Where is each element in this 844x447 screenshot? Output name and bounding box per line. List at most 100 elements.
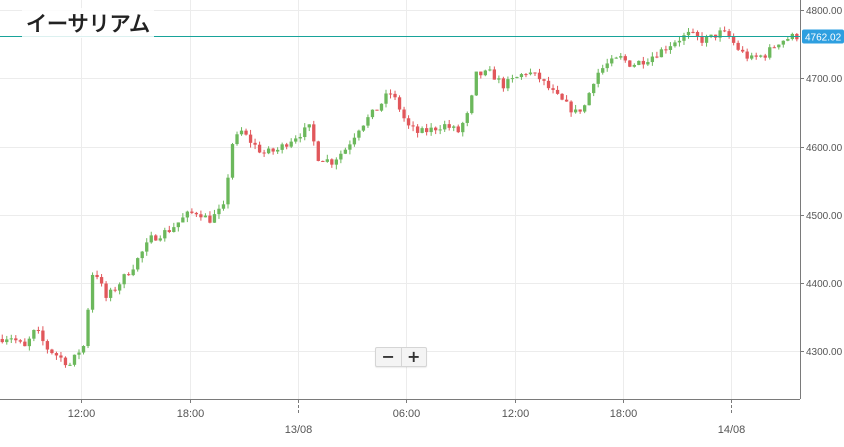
- candle-up: [221, 204, 226, 209]
- y-tick-label: 4600.00: [806, 143, 843, 154]
- candle-down: [628, 60, 632, 67]
- y-tick-label: 4500.00: [806, 211, 843, 222]
- candle-down: [41, 330, 45, 342]
- candle-up: [420, 128, 424, 133]
- candle-up: [108, 289, 113, 298]
- candle-up: [637, 60, 641, 65]
- candle-down: [578, 109, 582, 112]
- candle-down: [415, 126, 420, 133]
- candle-down: [763, 55, 767, 58]
- candle-up: [786, 39, 790, 41]
- candle-up: [682, 35, 686, 41]
- candle-up: [163, 230, 167, 239]
- candle-down: [655, 56, 659, 58]
- candle-up: [131, 269, 135, 276]
- candle-up: [384, 93, 388, 104]
- candle-up: [217, 208, 221, 215]
- candle-down: [393, 93, 397, 98]
- candle-up: [777, 44, 781, 48]
- candle-up: [379, 103, 384, 111]
- candle-up: [239, 130, 244, 135]
- candle-up: [90, 274, 95, 310]
- candle-up: [781, 40, 785, 45]
- candle-down: [199, 214, 203, 218]
- candle-down: [104, 283, 108, 298]
- candle-up: [596, 72, 600, 84]
- candle-down: [316, 141, 320, 161]
- candle-down: [388, 93, 393, 95]
- candle-up: [176, 222, 180, 228]
- x-tick-label: 13/08: [285, 424, 313, 436]
- candle-down: [330, 159, 334, 165]
- candle-up: [149, 235, 153, 243]
- candle-down: [691, 31, 695, 33]
- candle-down: [154, 235, 158, 241]
- x-tick-label: 18:00: [610, 408, 638, 420]
- candle-up: [673, 42, 677, 47]
- zoom-out-button[interactable]: −: [381, 347, 395, 366]
- candle-down: [244, 130, 248, 135]
- candle-up: [704, 37, 709, 43]
- candle-up: [136, 258, 140, 270]
- candle-down: [533, 72, 537, 74]
- candle-down: [262, 152, 266, 154]
- candle-up: [185, 211, 190, 218]
- candle-up: [718, 30, 722, 38]
- candle-down: [0, 338, 4, 343]
- candle-up: [81, 346, 86, 353]
- candle-up: [438, 129, 442, 131]
- candle-up: [465, 113, 469, 123]
- candle-down: [375, 109, 379, 111]
- y-tick-label: 4800.00: [806, 6, 843, 17]
- candle-down: [127, 274, 131, 276]
- zoom-in-button[interactable]: +: [400, 348, 427, 366]
- candle-up: [226, 177, 230, 205]
- candle-up: [361, 125, 366, 131]
- candle-down: [23, 341, 27, 347]
- candle-up: [452, 126, 456, 128]
- candle-up: [515, 77, 519, 79]
- candle-up: [650, 56, 655, 63]
- x-tick-label: 12:00: [68, 408, 96, 420]
- candle-down: [564, 99, 569, 102]
- candle-up: [325, 159, 329, 162]
- candle-down: [754, 55, 758, 57]
- candle-down: [248, 134, 253, 143]
- candle-down: [194, 212, 199, 215]
- candle-up: [461, 122, 465, 133]
- candle-up: [294, 138, 298, 142]
- candle-up: [203, 215, 208, 218]
- candle-up: [768, 47, 772, 58]
- candle-up: [9, 338, 13, 340]
- candle-up: [709, 34, 713, 38]
- candle-down: [285, 144, 289, 147]
- candle-down: [731, 37, 736, 43]
- candle-down: [99, 277, 104, 284]
- candle-up: [474, 71, 478, 96]
- candle-up: [510, 78, 515, 80]
- candle-up: [72, 354, 77, 365]
- candle-up: [77, 352, 81, 355]
- candle-up: [275, 149, 280, 152]
- candle-up: [528, 72, 533, 75]
- candle-up: [117, 284, 122, 291]
- candle-up: [497, 78, 501, 80]
- candle-up: [27, 338, 32, 347]
- candle-down: [479, 71, 483, 76]
- candle-up: [339, 153, 343, 160]
- candle-down: [551, 88, 555, 90]
- candle-up: [619, 56, 623, 58]
- candle-up: [158, 238, 162, 241]
- candle-up: [298, 137, 302, 139]
- candle-down: [36, 329, 41, 331]
- candle-down: [722, 30, 727, 32]
- candle-down: [411, 125, 415, 127]
- candle-down: [700, 36, 704, 43]
- candle-up: [280, 144, 284, 150]
- candle-down: [54, 353, 59, 356]
- candle-up: [86, 309, 90, 347]
- candle-up: [230, 144, 235, 178]
- candle-up: [759, 55, 763, 57]
